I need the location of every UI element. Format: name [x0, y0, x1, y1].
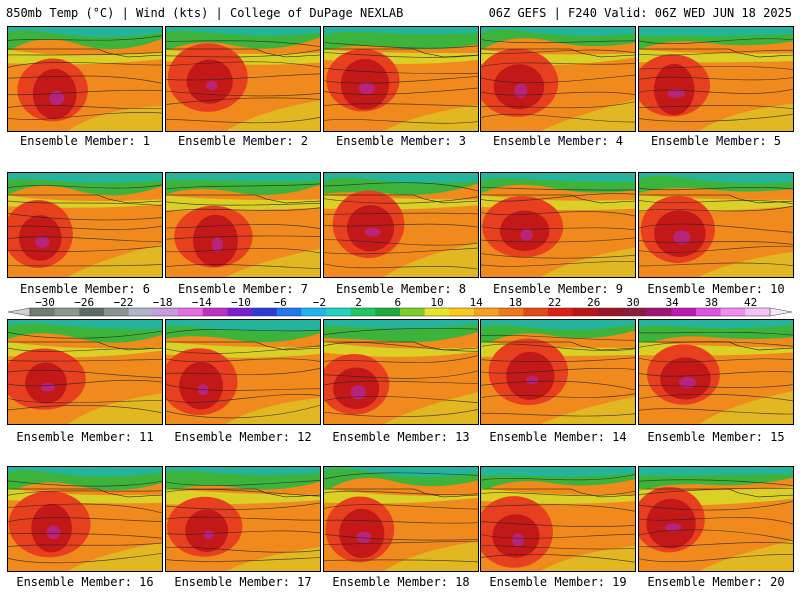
ensemble-member-map[interactable]: [480, 26, 636, 132]
ensemble-member-map[interactable]: [165, 319, 321, 425]
ensemble-member-label: Ensemble Member: 8: [335, 282, 467, 296]
ensemble-member-map[interactable]: [7, 319, 163, 425]
ensemble-member-label: Ensemble Member: 1: [19, 134, 151, 148]
colorbar-tick-label: −14: [192, 296, 212, 309]
ensemble-member-label: Ensemble Member: 10: [647, 282, 785, 296]
ensemble-member-map[interactable]: [480, 319, 636, 425]
ensemble-member-map[interactable]: [323, 172, 479, 278]
colorbar-tick-label: 10: [430, 296, 443, 309]
ensemble-member-map[interactable]: [638, 466, 794, 572]
ensemble-member-label: Ensemble Member: 19: [489, 575, 627, 589]
colorbar-tick-label: 22: [548, 296, 561, 309]
ensemble-member-label: Ensemble Member: 17: [174, 575, 312, 589]
ensemble-member-map[interactable]: [638, 172, 794, 278]
ensemble-member-map[interactable]: [323, 26, 479, 132]
colorbar-tick-label: −6: [274, 296, 287, 309]
ensemble-member-label: Ensemble Member: 20: [647, 575, 785, 589]
ensemble-member-map[interactable]: [480, 172, 636, 278]
ensemble-member-map[interactable]: [165, 26, 321, 132]
ensemble-member-map[interactable]: [165, 466, 321, 572]
ensemble-member-map[interactable]: [165, 172, 321, 278]
ensemble-member-label: Ensemble Member: 14: [489, 430, 627, 444]
colorbar-tick-label: 14: [470, 296, 484, 309]
ensemble-member-label: Ensemble Member: 12: [174, 430, 312, 444]
ensemble-member-map[interactable]: [480, 466, 636, 572]
ensemble-member-map[interactable]: [7, 26, 163, 132]
colorbar-tick-label: −26: [74, 296, 94, 309]
colorbar-tick-label: 26: [587, 296, 600, 309]
colorbar-tick-label: 18: [509, 296, 522, 309]
ensemble-member-label: Ensemble Member: 3: [335, 134, 467, 148]
map-title: 850mb Temp (°C) | Wind (kts) | College o…: [6, 6, 404, 20]
colorbar-tick-label: −18: [153, 296, 173, 309]
colorbar-tick-label: 6: [394, 296, 401, 309]
ensemble-member-label: Ensemble Member: 13: [332, 430, 470, 444]
ensemble-member-label: Ensemble Member: 15: [647, 430, 785, 444]
ensemble-member-label: Ensemble Member: 16: [16, 575, 154, 589]
temperature-colorbar: −30 −26 −22 −18 −14 −10 −6 −2 2 6 10 14 18 22 26 30 34 38…: [7, 296, 793, 317]
ensemble-member-label: Ensemble Member: 18: [332, 575, 470, 589]
ensemble-member-map[interactable]: [7, 466, 163, 572]
colorbar-tick-label: 2: [355, 296, 362, 309]
ensemble-member-map[interactable]: [638, 26, 794, 132]
ensemble-member-map[interactable]: [7, 172, 163, 278]
colorbar-tick-label: 30: [626, 296, 639, 309]
ensemble-member-label: Ensemble Member: 6: [19, 282, 151, 296]
model-valid-time: 06Z GEFS | F240 Valid: 06Z WED JUN 18 20…: [488, 6, 792, 20]
colorbar-tick-label: −10: [231, 296, 251, 309]
colorbar-tick-label: 42: [744, 296, 757, 309]
colorbar-tick-label: 34: [666, 296, 680, 309]
ensemble-member-label: Ensemble Member: 4: [492, 134, 624, 148]
colorbar-tick-label: −30: [35, 296, 55, 309]
ensemble-member-map[interactable]: [323, 466, 479, 572]
colorbar-tick-label: 38: [705, 296, 718, 309]
ensemble-member-map[interactable]: [638, 319, 794, 425]
ensemble-member-label: Ensemble Member: 11: [16, 430, 154, 444]
colorbar-tick-label: −22: [113, 296, 133, 309]
ensemble-member-map[interactable]: [323, 319, 479, 425]
ensemble-member-label: Ensemble Member: 5: [650, 134, 782, 148]
ensemble-member-label: Ensemble Member: 2: [177, 134, 309, 148]
ensemble-member-label: Ensemble Member: 7: [177, 282, 309, 296]
colorbar-tick-label: −2: [313, 296, 326, 309]
ensemble-member-label: Ensemble Member: 9: [492, 282, 624, 296]
